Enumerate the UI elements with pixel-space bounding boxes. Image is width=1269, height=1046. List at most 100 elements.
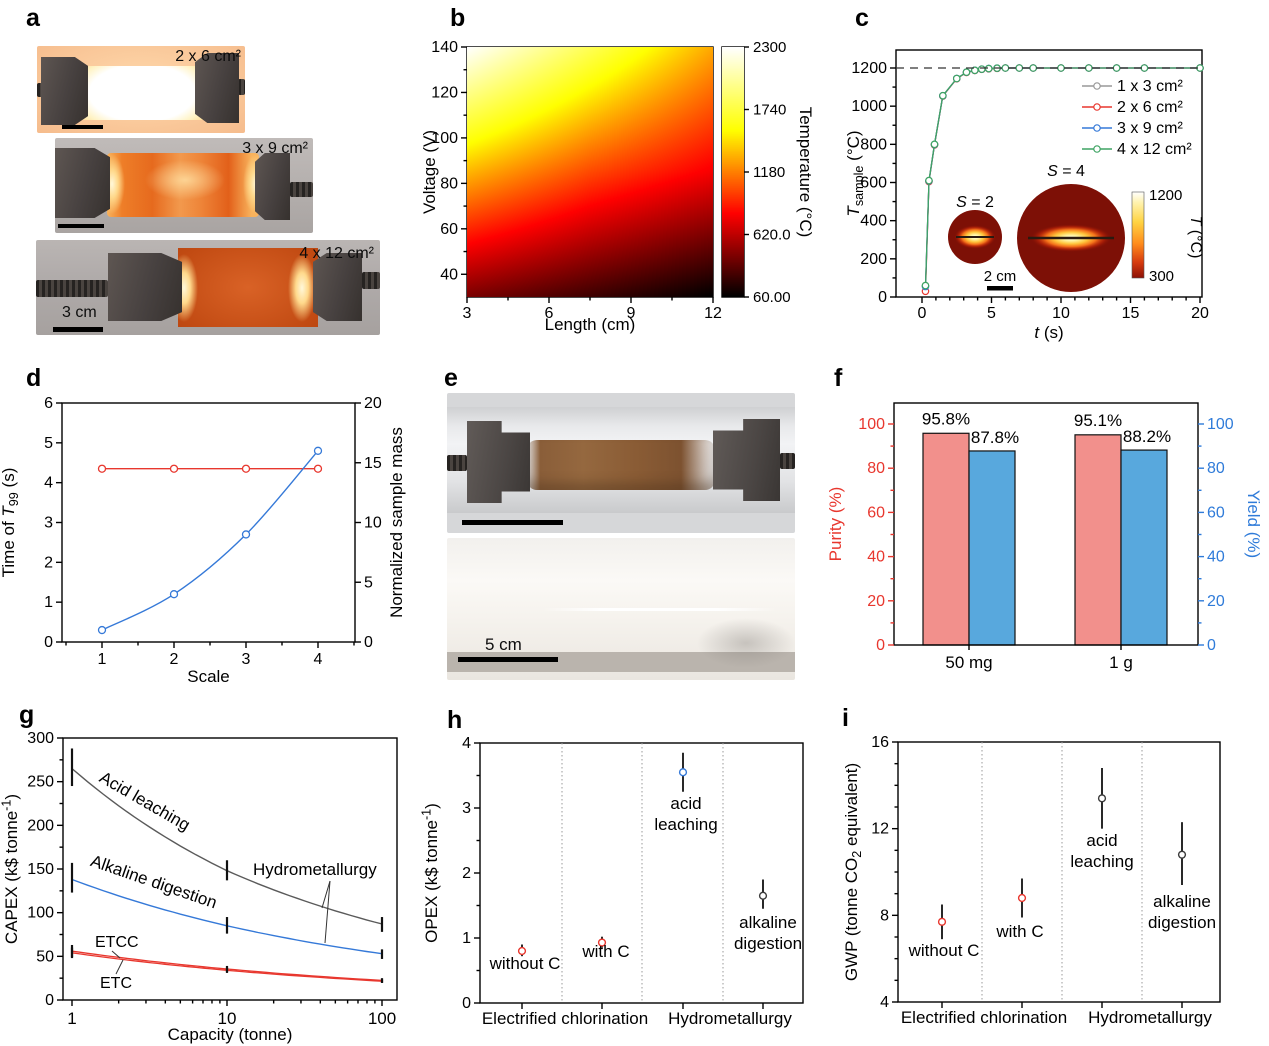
svg-text:1200: 1200: [851, 60, 887, 77]
threaded-rod-left: [37, 83, 43, 97]
svg-text:4 x 12 cm²: 4 x 12 cm²: [1117, 141, 1192, 158]
svg-text:Normalized sample mass: Normalized sample mass: [387, 427, 406, 618]
svg-text:0: 0: [918, 305, 927, 322]
svg-text:8: 8: [880, 907, 889, 924]
svg-text:15: 15: [364, 455, 382, 472]
chart-svg-d: 1 2 3 4 0 1 2 3 4 5 6 0 5 10 15 20 Scale Time of T99 (s) N…: [0, 395, 406, 686]
heatmap-voltage-length: 3 6 9 12 40 60 80 100 120 140 2300 1740 1180 620.0 60.…: [420, 0, 846, 352]
svg-text:1: 1: [462, 930, 471, 947]
temperature-vs-time-chart: 0 5 10 15 20 0 200 400 600 800 1000 1200 1 x 3 cm² 2 …: [844, 0, 1269, 352]
threaded-rod-left: [447, 455, 467, 471]
svg-text:Time of T99 (s): Time of T99 (s): [0, 468, 21, 578]
svg-text:600: 600: [860, 175, 887, 192]
svg-text:300: 300: [27, 730, 54, 747]
glow-highlight: [145, 160, 225, 200]
svg-text:150: 150: [27, 861, 54, 878]
scale-bar-label: 5 cm: [485, 635, 522, 654]
photo-sample-4x12: 4 x 12 cm² 3 cm: [36, 240, 380, 335]
svg-text:Hydrometallurgy: Hydrometallurgy: [1088, 1008, 1212, 1027]
svg-text:1: 1: [67, 1009, 76, 1028]
electrode-left: [55, 148, 110, 218]
svg-text:400: 400: [860, 213, 887, 230]
svg-text:alkaline: alkaline: [1153, 892, 1211, 911]
tube-highlight-streak: [542, 608, 777, 611]
chart-svg-i: 4 8 12 16 without C with C acid leaching alkalin…: [842, 734, 1221, 1027]
panel-letter-h: h: [447, 706, 463, 734]
svg-text:0: 0: [462, 995, 471, 1012]
svg-text:3: 3: [242, 651, 251, 668]
heatmap-canvas: [467, 47, 713, 297]
graphite-clamp-right: [713, 419, 780, 501]
svg-text:300: 300: [1149, 268, 1174, 285]
svg-text:10: 10: [218, 1009, 237, 1028]
svg-text:100: 100: [431, 130, 458, 147]
scale-bar: [58, 224, 104, 228]
svg-text:S = 4: S = 4: [1047, 163, 1085, 180]
electrode-right: [255, 153, 290, 220]
threaded-rod-right: [780, 453, 795, 469]
graphite-clamp-left: [467, 421, 530, 503]
svg-text:leaching: leaching: [654, 815, 717, 834]
svg-text:12: 12: [871, 821, 889, 838]
svg-text:95.1%: 95.1%: [1074, 411, 1122, 430]
svg-text:60.00: 60.00: [753, 289, 791, 306]
svg-text:200: 200: [860, 251, 887, 268]
photo-empty-quartz-tube: 5 cm: [447, 538, 795, 680]
threaded-rod-left: [36, 280, 108, 297]
svg-text:10: 10: [1052, 305, 1070, 322]
svg-text:80: 80: [440, 175, 458, 192]
svg-text:40: 40: [1207, 549, 1225, 566]
svg-text:20: 20: [1207, 593, 1225, 610]
svg-text:100: 100: [368, 1009, 396, 1028]
capex-vs-capacity-chart: 1 10 100 0 50 100 150 200 250 300 Acid leaching Alk…: [0, 701, 420, 1046]
svg-text:88.2%: 88.2%: [1123, 427, 1171, 446]
svg-text:0: 0: [1207, 637, 1216, 654]
svg-text:t (s): t (s): [1034, 323, 1063, 342]
gwp-comparison-chart: 4 8 12 16 without C with C acid leaching alkalin…: [840, 701, 1269, 1046]
svg-text:Capacity (tonne): Capacity (tonne): [168, 1025, 293, 1044]
panel-f: f 95.8% 87.8% 50 mg 95.1% 88.2% 1 g 0 0 20 20 40 40…: [820, 352, 1269, 701]
svg-text:80: 80: [1207, 460, 1225, 477]
panel-letter-c: c: [855, 4, 869, 32]
svg-text:acid: acid: [1086, 831, 1117, 850]
svg-text:2300: 2300: [753, 39, 786, 56]
chart-svg-h: 0 1 2 3 4 without C with C acid leaching alkaline…: [420, 735, 804, 1028]
svg-text:1 g: 1 g: [1109, 653, 1133, 672]
svg-text:1740: 1740: [753, 102, 786, 119]
panel-letter-d: d: [26, 364, 42, 392]
panel-a: a 2 x 6 cm² 3 x 9 cm²: [0, 0, 423, 352]
svg-text:20: 20: [1191, 305, 1209, 322]
svg-text:9: 9: [627, 305, 636, 322]
colorbar-canvas: [722, 47, 744, 297]
svg-text:40: 40: [867, 549, 885, 566]
svg-text:Scale: Scale: [187, 667, 230, 686]
svg-text:acid: acid: [670, 794, 701, 813]
svg-text:100: 100: [27, 905, 54, 922]
threaded-rod-right: [290, 182, 313, 197]
svg-text:95.8%: 95.8%: [922, 409, 970, 428]
svg-text:Electrified chlorination: Electrified chlorination: [482, 1009, 648, 1028]
svg-text:GWP (tonne CO2 equivalent): GWP (tonne CO2 equivalent): [842, 763, 864, 981]
svg-text:80: 80: [867, 460, 885, 477]
svg-text:with C: with C: [995, 922, 1043, 941]
svg-text:60: 60: [1207, 504, 1225, 521]
scale-bar: [53, 327, 103, 332]
svg-text:CAPEX (k$ tonne-1): CAPEX (k$ tonne-1): [0, 794, 21, 944]
svg-text:1: 1: [98, 651, 107, 668]
svg-text:4: 4: [314, 651, 323, 668]
svg-text:20: 20: [867, 593, 885, 610]
svg-text:Hydrometallurgy: Hydrometallurgy: [668, 1009, 792, 1028]
svg-text:87.8%: 87.8%: [971, 428, 1019, 447]
panel-letter-e: e: [444, 364, 458, 392]
electrode-right: [195, 53, 239, 123]
svg-text:60: 60: [867, 504, 885, 521]
svg-text:250: 250: [27, 774, 54, 791]
hot-flare-right: [288, 254, 316, 322]
svg-text:with C: with C: [581, 942, 629, 961]
svg-text:2 cm: 2 cm: [984, 268, 1017, 285]
svg-text:1: 1: [44, 594, 53, 611]
svg-text:6: 6: [545, 305, 554, 322]
svg-text:3 x 9 cm²: 3 x 9 cm²: [1117, 120, 1183, 137]
svg-text:1 x 3 cm²: 1 x 3 cm²: [1117, 78, 1183, 95]
